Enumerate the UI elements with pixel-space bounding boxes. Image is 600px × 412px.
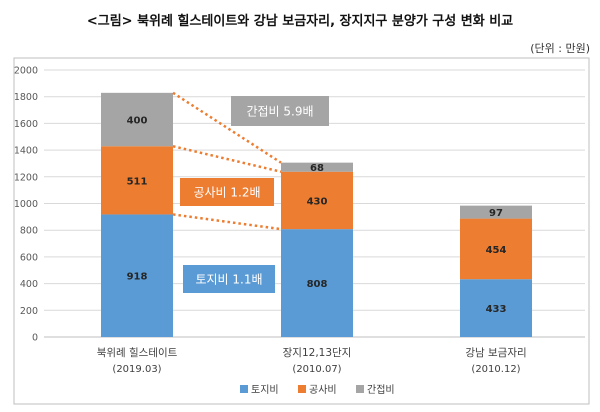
ratio-callout-box: [183, 265, 275, 293]
bar-segment: [281, 229, 353, 337]
y-tick-label: 800: [20, 226, 38, 237]
data-label: 97: [489, 208, 503, 219]
category-date: (2019.03): [112, 364, 161, 375]
bar-segment: [460, 205, 532, 219]
data-label: 454: [486, 245, 507, 256]
connector-line: [172, 145, 282, 173]
y-tick-label: 200: [20, 306, 38, 317]
legend-label: 공사비: [309, 384, 337, 396]
bar-segment: [281, 162, 353, 172]
legend-swatch: [356, 385, 364, 393]
y-tick-label: 1400: [14, 146, 38, 157]
ratio-callout-text: 토지비 1.1배: [195, 273, 262, 287]
ratio-callout-box: [231, 96, 329, 126]
category-date: (2010.12): [471, 364, 520, 375]
legend-label: 토지비: [251, 384, 279, 396]
unit-label: (단위 : 만원): [530, 42, 590, 55]
ratio-callout-text: 간접비 5.9배: [246, 105, 313, 119]
legend-swatch: [298, 385, 306, 393]
data-label: 433: [486, 304, 507, 315]
category-label: 강남 보금자리: [465, 347, 526, 359]
chart-frame: [13, 57, 590, 405]
bar-segment: [460, 279, 532, 337]
category-label: 북위례 힐스테이트: [97, 346, 178, 359]
data-label: 511: [127, 176, 148, 187]
category-label: 장지12,13단지: [283, 347, 352, 359]
ratio-callout-box: [180, 178, 274, 206]
bar-segment: [101, 146, 173, 215]
ratio-callout-text: 공사비 1.2배: [193, 186, 260, 200]
y-tick-label: 0: [32, 333, 38, 344]
chart-title: <그림> 북위례 힐스테이트와 강남 보금자리, 장지지구 분양가 구성 변화 …: [86, 14, 514, 29]
bar-segment: [101, 214, 173, 337]
y-tick-label: 1800: [14, 92, 38, 103]
y-tick-label: 2000: [14, 66, 38, 77]
y-tick-label: 1200: [14, 172, 38, 183]
data-label: 68: [310, 163, 324, 174]
y-tick-label: 600: [20, 252, 38, 263]
bar-segment: [460, 218, 532, 280]
legend-swatch: [240, 385, 248, 393]
y-tick-label: 400: [20, 279, 38, 290]
y-tick-label: 1000: [14, 199, 38, 210]
data-label: 808: [307, 279, 328, 290]
bar-segment: [101, 92, 173, 147]
bar-segment: [281, 171, 353, 230]
category-date: (2010.07): [292, 364, 341, 375]
data-label: 918: [127, 272, 148, 283]
connector-line: [172, 213, 282, 231]
data-label: 400: [127, 116, 148, 127]
y-tick-label: 1600: [14, 119, 38, 130]
data-label: 430: [307, 196, 328, 207]
legend-label: 간접비: [367, 384, 395, 396]
